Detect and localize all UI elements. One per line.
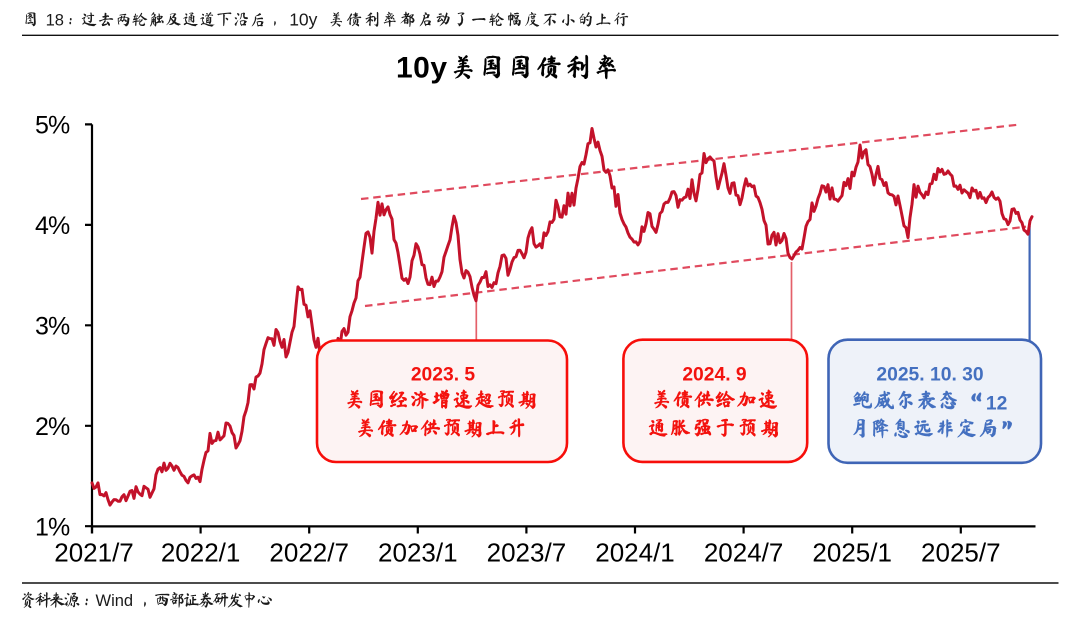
svg-text:Wind: Wind xyxy=(96,592,134,610)
svg-text:2024/7: 2024/7 xyxy=(704,538,784,568)
svg-text:2021/7: 2021/7 xyxy=(54,538,134,568)
svg-text:10y: 10y xyxy=(289,10,317,30)
svg-text:2022/7: 2022/7 xyxy=(269,538,349,568)
svg-text:2023. 5: 2023. 5 xyxy=(411,365,476,386)
svg-text:4%: 4% xyxy=(35,212,70,240)
svg-text:2%: 2% xyxy=(35,413,70,441)
svg-text:2022/1: 2022/1 xyxy=(161,538,241,568)
svg-text:2024/1: 2024/1 xyxy=(595,538,675,568)
svg-text:2024. 9: 2024. 9 xyxy=(682,365,746,386)
svg-text:18: 18 xyxy=(46,12,64,30)
svg-text:2023/1: 2023/1 xyxy=(378,538,458,568)
svg-text:5%: 5% xyxy=(35,112,70,140)
svg-text:10y: 10y xyxy=(396,52,448,85)
svg-text:2025/1: 2025/1 xyxy=(812,538,892,568)
svg-text:3%: 3% xyxy=(35,313,70,341)
svg-text:2025/7: 2025/7 xyxy=(921,538,1001,568)
svg-text:2023/7: 2023/7 xyxy=(487,538,567,568)
svg-text:12: 12 xyxy=(986,393,1007,414)
svg-text:1%: 1% xyxy=(35,513,70,541)
svg-text:2025. 10. 30: 2025. 10. 30 xyxy=(876,365,983,386)
